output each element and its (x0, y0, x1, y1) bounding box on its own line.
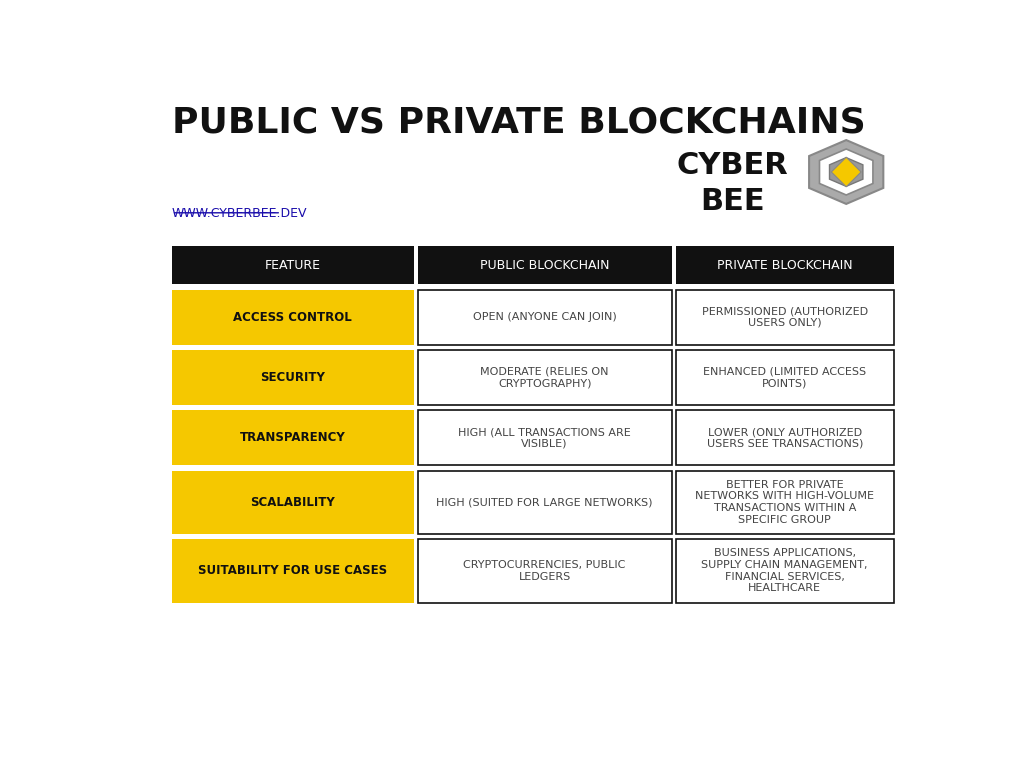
FancyBboxPatch shape (676, 410, 894, 465)
Text: OPEN (ANYONE CAN JOIN): OPEN (ANYONE CAN JOIN) (473, 312, 616, 322)
Text: WWW.CYBERBEE.DEV: WWW.CYBERBEE.DEV (172, 207, 307, 220)
Text: LOWER (ONLY AUTHORIZED
USERS SEE TRANSACTIONS): LOWER (ONLY AUTHORIZED USERS SEE TRANSAC… (707, 427, 863, 449)
FancyBboxPatch shape (172, 246, 414, 284)
FancyBboxPatch shape (418, 410, 672, 465)
Text: TRANSPARENCY: TRANSPARENCY (240, 432, 345, 445)
Text: BETTER FOR PRIVATE
NETWORKS WITH HIGH-VOLUME
TRANSACTIONS WITHIN A
SPECIFIC GROU: BETTER FOR PRIVATE NETWORKS WITH HIGH-VO… (695, 480, 874, 525)
Polygon shape (831, 157, 861, 187)
FancyBboxPatch shape (172, 471, 414, 534)
FancyBboxPatch shape (172, 290, 414, 345)
Text: PERMISSIONED (AUTHORIZED
USERS ONLY): PERMISSIONED (AUTHORIZED USERS ONLY) (701, 306, 867, 328)
Text: SCALABILITY: SCALABILITY (250, 496, 335, 508)
FancyBboxPatch shape (676, 246, 894, 284)
FancyBboxPatch shape (418, 539, 672, 603)
Text: PUBLIC BLOCKCHAIN: PUBLIC BLOCKCHAIN (480, 259, 609, 272)
Text: PRIVATE BLOCKCHAIN: PRIVATE BLOCKCHAIN (717, 259, 853, 272)
FancyBboxPatch shape (418, 471, 672, 534)
FancyBboxPatch shape (418, 246, 672, 284)
Text: PUBLIC VS PRIVATE BLOCKCHAINS: PUBLIC VS PRIVATE BLOCKCHAINS (172, 105, 865, 140)
Text: SUITABILITY FOR USE CASES: SUITABILITY FOR USE CASES (198, 564, 387, 578)
Text: HIGH (ALL TRANSACTIONS ARE
VISIBLE): HIGH (ALL TRANSACTIONS ARE VISIBLE) (459, 427, 631, 449)
Polygon shape (829, 157, 863, 187)
FancyBboxPatch shape (172, 410, 414, 465)
FancyBboxPatch shape (418, 350, 672, 405)
Text: ACCESS CONTROL: ACCESS CONTROL (233, 311, 352, 323)
FancyBboxPatch shape (172, 539, 414, 603)
Text: CYBER
BEE: CYBER BEE (677, 151, 788, 217)
Polygon shape (819, 149, 872, 195)
Text: BUSINESS APPLICATIONS,
SUPPLY CHAIN MANAGEMENT,
FINANCIAL SERVICES,
HEALTHCARE: BUSINESS APPLICATIONS, SUPPLY CHAIN MANA… (701, 548, 868, 593)
Polygon shape (809, 140, 884, 204)
FancyBboxPatch shape (676, 350, 894, 405)
Text: CRYPTOCURRENCIES, PUBLIC
LEDGERS: CRYPTOCURRENCIES, PUBLIC LEDGERS (464, 560, 626, 581)
Text: MODERATE (RELIES ON
CRYPTOGRAPHY): MODERATE (RELIES ON CRYPTOGRAPHY) (480, 366, 609, 389)
FancyBboxPatch shape (172, 350, 414, 405)
FancyBboxPatch shape (676, 539, 894, 603)
Text: SECURITY: SECURITY (260, 371, 325, 384)
Text: HIGH (SUITED FOR LARGE NETWORKS): HIGH (SUITED FOR LARGE NETWORKS) (436, 497, 653, 508)
Text: ENHANCED (LIMITED ACCESS
POINTS): ENHANCED (LIMITED ACCESS POINTS) (703, 366, 866, 389)
Text: FEATURE: FEATURE (264, 259, 321, 272)
FancyBboxPatch shape (676, 471, 894, 534)
FancyBboxPatch shape (418, 290, 672, 345)
FancyBboxPatch shape (676, 290, 894, 345)
